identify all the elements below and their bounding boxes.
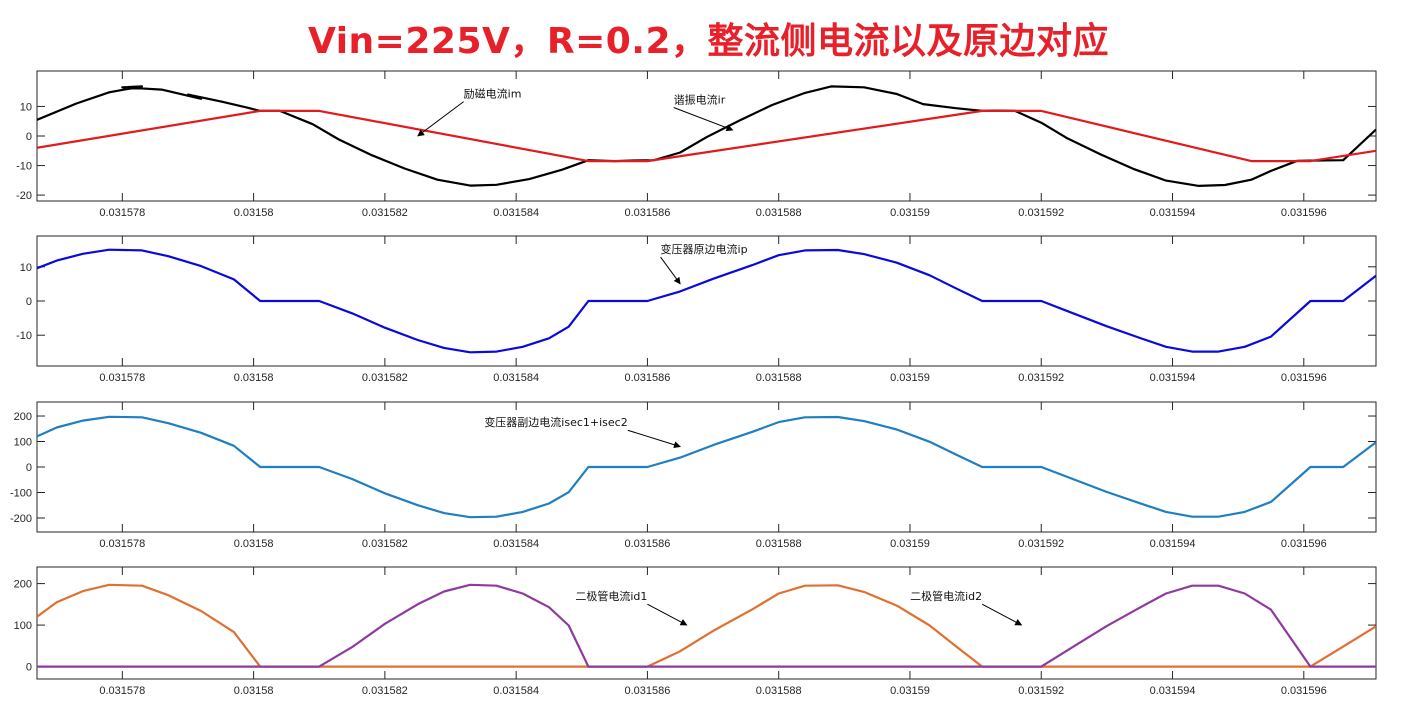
subplot-2: 0.031578 0.03158 0.031582 0.031584 0.031586 0…	[16, 235, 1377, 384]
y-tick-label: -200	[10, 513, 32, 525]
x-tick-label: 0.031594	[1150, 538, 1196, 550]
annotation-text: 谐振电流ir	[674, 93, 726, 107]
subplot-1: 0.031578 0.03158 0.031582 0.031584 0.031586 0…	[16, 70, 1377, 219]
x-tick-label: 0.031582	[362, 372, 408, 384]
y-tick-label: 100	[14, 437, 32, 449]
series-line-1	[37, 248, 1376, 354]
x-tick-label: 0.03159	[890, 372, 930, 384]
series-line-1	[37, 583, 1376, 668]
x-tick-label: 0.031578	[99, 538, 145, 550]
y-tick-label: -20	[16, 190, 32, 202]
y-tick-label: -10	[16, 330, 32, 342]
x-tick-label: 0.031586	[624, 685, 670, 697]
x-tick-label: 0.031588	[756, 685, 802, 697]
x-tick-label: 0.031586	[624, 207, 670, 219]
y-tick-label: 0	[26, 296, 32, 308]
chart-title: Vin=225V，R=0.2，整流侧电流以及原边对应	[307, 21, 1110, 62]
y-tick-label: -10	[16, 161, 32, 173]
annotation-arrow	[627, 429, 681, 449]
x-tick-label: 0.031592	[1018, 372, 1064, 384]
x-tick-label: 0.031584	[493, 207, 539, 219]
x-tick-label: 0.031596	[1281, 685, 1327, 697]
x-tick-label: 0.031582	[362, 685, 408, 697]
series-line-2	[37, 109, 1376, 163]
x-tick-label: 0.031588	[756, 207, 802, 219]
annotation-text: 变压器副边电流isec1+isec2	[484, 415, 627, 429]
annotation-arrow	[673, 107, 734, 132]
x-tick-label: 0.031584	[493, 685, 539, 697]
y-tick-label: 10	[20, 262, 32, 274]
x-tick-label: 0.031592	[1018, 538, 1064, 550]
annotation-arrow	[660, 256, 681, 285]
annotation-text: 二极管电流id1	[575, 589, 647, 603]
x-tick-label: 0.031584	[493, 372, 539, 384]
x-tick-label: 0.03159	[890, 207, 930, 219]
x-tick-label: 0.03158	[234, 207, 274, 219]
x-tick-label: 0.031594	[1150, 372, 1196, 384]
annotation-arrow	[981, 603, 1023, 626]
y-tick-label: 0	[26, 462, 32, 474]
x-tick-label: 0.031596	[1281, 538, 1327, 550]
x-tick-label: 0.031578	[99, 207, 145, 219]
x-tick-label: 0.031578	[99, 372, 145, 384]
annotation-text: 变压器原边电流ip	[661, 242, 748, 256]
x-tick-label: 0.031594	[1150, 685, 1196, 697]
x-tick-label: 0.031584	[493, 538, 539, 550]
x-tick-label: 0.031594	[1150, 207, 1196, 219]
y-tick-label: 10	[20, 101, 32, 113]
x-tick-label: 0.031596	[1281, 207, 1327, 219]
x-tick-label: 0.03158	[234, 538, 274, 550]
y-tick-label: -100	[10, 487, 32, 499]
subplot-4: 0.031578 0.03158 0.031582 0.031584 0.031586 0…	[14, 566, 1377, 697]
x-tick-label: 0.031586	[624, 372, 670, 384]
y-tick-label: 200	[14, 411, 32, 423]
x-tick-label: 0.031582	[362, 538, 408, 550]
x-tick-label: 0.031592	[1018, 207, 1064, 219]
y-tick-label: 200	[14, 579, 32, 591]
x-tick-label: 0.03158	[234, 372, 274, 384]
x-tick-label: 0.031582	[362, 207, 408, 219]
x-tick-label: 0.03159	[890, 538, 930, 550]
y-tick-label: 0	[26, 131, 32, 143]
x-tick-label: 0.031588	[756, 538, 802, 550]
y-tick-label: 100	[14, 620, 32, 632]
x-tick-label: 0.031596	[1281, 372, 1327, 384]
y-tick-label: 0	[26, 662, 32, 674]
annotation-text: 二极管电流id2	[910, 589, 982, 603]
x-tick-label: 0.031586	[624, 538, 670, 550]
series-line-1	[37, 415, 1376, 519]
x-tick-label: 0.03159	[890, 685, 930, 697]
series-line-1	[37, 85, 1376, 187]
x-tick-label: 0.031592	[1018, 685, 1064, 697]
x-tick-label: 0.031578	[99, 685, 145, 697]
subplot-3: 0.031578 0.03158 0.031582 0.031584 0.031586 0…	[10, 401, 1377, 550]
x-tick-label: 0.03158	[234, 685, 274, 697]
annotation-text: 励磁电流im	[464, 87, 522, 101]
plot-frame	[36, 566, 1377, 680]
annotation-arrow	[647, 603, 688, 626]
annotation-arrow	[417, 101, 464, 137]
series-line-2	[37, 583, 1376, 668]
x-tick-label: 0.031588	[756, 372, 802, 384]
